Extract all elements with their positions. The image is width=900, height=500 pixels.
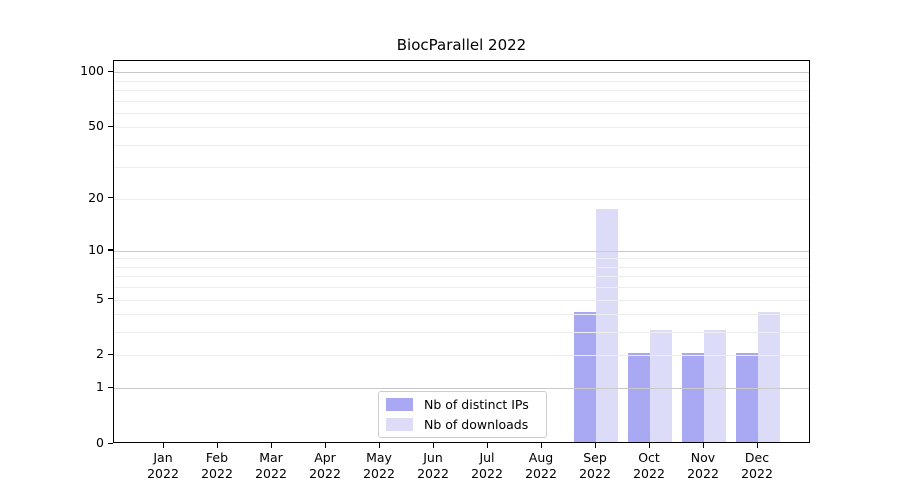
x-tick-year: 2022 <box>417 465 449 481</box>
x-tick-label-jul: Jul 2022 <box>457 450 517 481</box>
x-tick-label-jun: Jun 2022 <box>403 450 463 481</box>
x-tick-label-mar: Mar 2022 <box>241 450 301 481</box>
x-tick-month: Feb <box>205 450 229 465</box>
x-tick-year: 2022 <box>201 465 233 481</box>
x-tick-mark <box>540 443 542 448</box>
legend-swatch-downloads <box>386 417 413 431</box>
plot-area <box>113 60 810 443</box>
x-tick-label-feb: Feb 2022 <box>187 450 247 481</box>
y-tick-label: 2 <box>96 346 104 362</box>
y-tick-mark <box>108 386 113 388</box>
bar-ips-sep <box>574 312 596 442</box>
bar-downloads-dec <box>758 312 780 442</box>
x-tick-mark <box>378 443 380 448</box>
x-tick-mark <box>270 443 272 448</box>
y-tick-mark <box>108 197 113 199</box>
y-tick-mark <box>108 125 113 127</box>
x-tick-label-jan: Jan 2022 <box>133 450 193 481</box>
x-tick-year: 2022 <box>471 465 503 481</box>
y-tick-label: 1 <box>96 379 104 395</box>
x-tick-label-sep: Sep 2022 <box>565 450 625 481</box>
x-tick-year: 2022 <box>525 465 557 481</box>
x-tick-year: 2022 <box>363 465 395 481</box>
x-tick-mark <box>216 443 218 448</box>
y-tick-label: 5 <box>96 290 104 306</box>
x-tick-year: 2022 <box>147 465 179 481</box>
bars-layer <box>114 61 809 442</box>
y-tick-mark <box>108 442 113 444</box>
x-tick-label-aug: Aug 2022 <box>511 450 571 481</box>
x-tick-month: Jul <box>479 450 495 465</box>
x-tick-year: 2022 <box>579 465 611 481</box>
x-tick-mark <box>756 443 758 448</box>
x-tick-month: Oct <box>638 450 660 465</box>
x-tick-mark <box>432 443 434 448</box>
y-tick-label: 10 <box>88 241 104 257</box>
x-tick-month: Nov <box>690 450 716 465</box>
x-tick-year: 2022 <box>255 465 287 481</box>
x-tick-mark <box>594 443 596 448</box>
x-tick-label-oct: Oct 2022 <box>619 450 679 481</box>
x-tick-label-nov: Nov 2022 <box>673 450 733 481</box>
chart-title: BiocParallel 2022 <box>396 36 527 54</box>
x-tick-year: 2022 <box>741 465 773 481</box>
legend: Nb of distinct IPs Nb of downloads <box>378 391 547 438</box>
y-tick-mark <box>108 298 113 300</box>
x-tick-month: Jan <box>153 450 173 465</box>
x-tick-mark <box>702 443 704 448</box>
x-tick-mark <box>324 443 326 448</box>
legend-row-downloads: Nb of downloads <box>386 415 542 433</box>
legend-row-ips: Nb of distinct IPs <box>386 396 542 414</box>
x-tick-month: Jun <box>423 450 443 465</box>
y-tick-mark <box>108 249 113 251</box>
x-tick-month: Aug <box>528 450 554 465</box>
x-tick-month: Apr <box>314 450 336 465</box>
x-tick-label-may: May 2022 <box>349 450 409 481</box>
legend-swatch-ips <box>386 398 413 412</box>
x-tick-mark <box>486 443 488 448</box>
legend-label: Nb of distinct IPs <box>424 397 529 413</box>
legend-label: Nb of downloads <box>424 416 529 432</box>
y-tick-label: 50 <box>88 118 104 134</box>
x-tick-month: Sep <box>583 450 607 465</box>
bar-ips-dec <box>736 353 758 442</box>
x-tick-mark <box>162 443 164 448</box>
x-tick-mark <box>648 443 650 448</box>
x-tick-year: 2022 <box>309 465 341 481</box>
x-tick-year: 2022 <box>633 465 665 481</box>
x-tick-month: Mar <box>259 450 283 465</box>
y-tick-mark <box>108 70 113 72</box>
bar-downloads-nov <box>704 330 726 442</box>
bar-ips-oct <box>628 353 650 442</box>
x-tick-label-apr: Apr 2022 <box>295 450 355 481</box>
x-tick-label-dec: Dec 2022 <box>727 450 787 481</box>
y-tick-label: 100 <box>80 63 104 79</box>
bar-downloads-sep <box>596 209 618 442</box>
y-tick-mark <box>108 353 113 356</box>
bar-ips-nov <box>682 353 704 442</box>
x-tick-month: May <box>366 450 392 465</box>
x-tick-month: Dec <box>744 450 770 465</box>
bar-downloads-oct <box>650 330 672 442</box>
y-tick-label: 0 <box>96 435 104 450</box>
y-tick-label: 20 <box>88 189 104 205</box>
x-tick-year: 2022 <box>687 465 719 481</box>
